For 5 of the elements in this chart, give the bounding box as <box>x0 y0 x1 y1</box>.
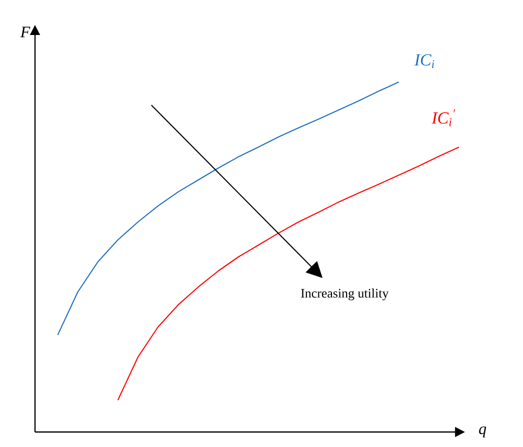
x-axis-title: q <box>479 426 486 438</box>
series-label: IC$_{i}$′ <box>432 110 456 126</box>
annotation: Increasing utility <box>301 288 389 300</box>
series-label: IC$_{i}$ <box>414 54 434 68</box>
y-axis-title: F <box>20 26 30 38</box>
